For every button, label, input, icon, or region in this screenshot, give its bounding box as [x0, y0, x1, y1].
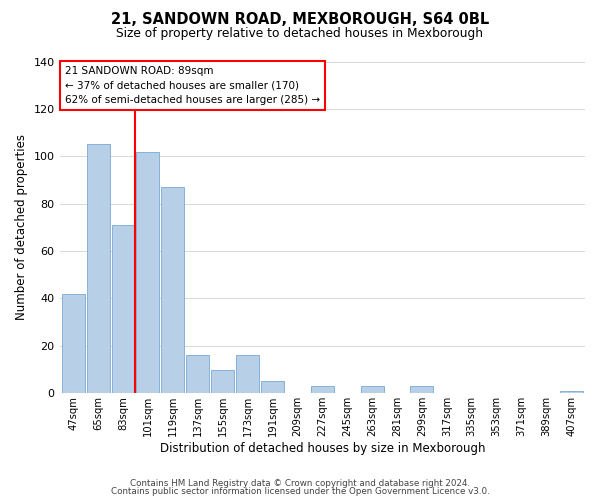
Y-axis label: Number of detached properties: Number of detached properties	[15, 134, 28, 320]
Bar	[161, 187, 184, 394]
Text: Size of property relative to detached houses in Mexborough: Size of property relative to detached ho…	[116, 28, 484, 40]
Bar	[62, 294, 85, 394]
Text: 21 SANDOWN ROAD: 89sqm
← 37% of detached houses are smaller (170)
62% of semi-de: 21 SANDOWN ROAD: 89sqm ← 37% of detached…	[65, 66, 320, 106]
Bar	[311, 386, 334, 394]
Bar	[186, 356, 209, 394]
Bar	[236, 356, 259, 394]
Bar	[136, 152, 160, 394]
Bar	[361, 386, 383, 394]
Bar	[261, 382, 284, 394]
Text: Contains HM Land Registry data © Crown copyright and database right 2024.: Contains HM Land Registry data © Crown c…	[130, 478, 470, 488]
Bar	[211, 370, 234, 394]
X-axis label: Distribution of detached houses by size in Mexborough: Distribution of detached houses by size …	[160, 442, 485, 455]
Text: 21, SANDOWN ROAD, MEXBOROUGH, S64 0BL: 21, SANDOWN ROAD, MEXBOROUGH, S64 0BL	[111, 12, 489, 28]
Bar	[86, 144, 110, 394]
Bar	[560, 391, 583, 394]
Bar	[410, 386, 433, 394]
Text: Contains public sector information licensed under the Open Government Licence v3: Contains public sector information licen…	[110, 487, 490, 496]
Bar	[112, 225, 134, 394]
